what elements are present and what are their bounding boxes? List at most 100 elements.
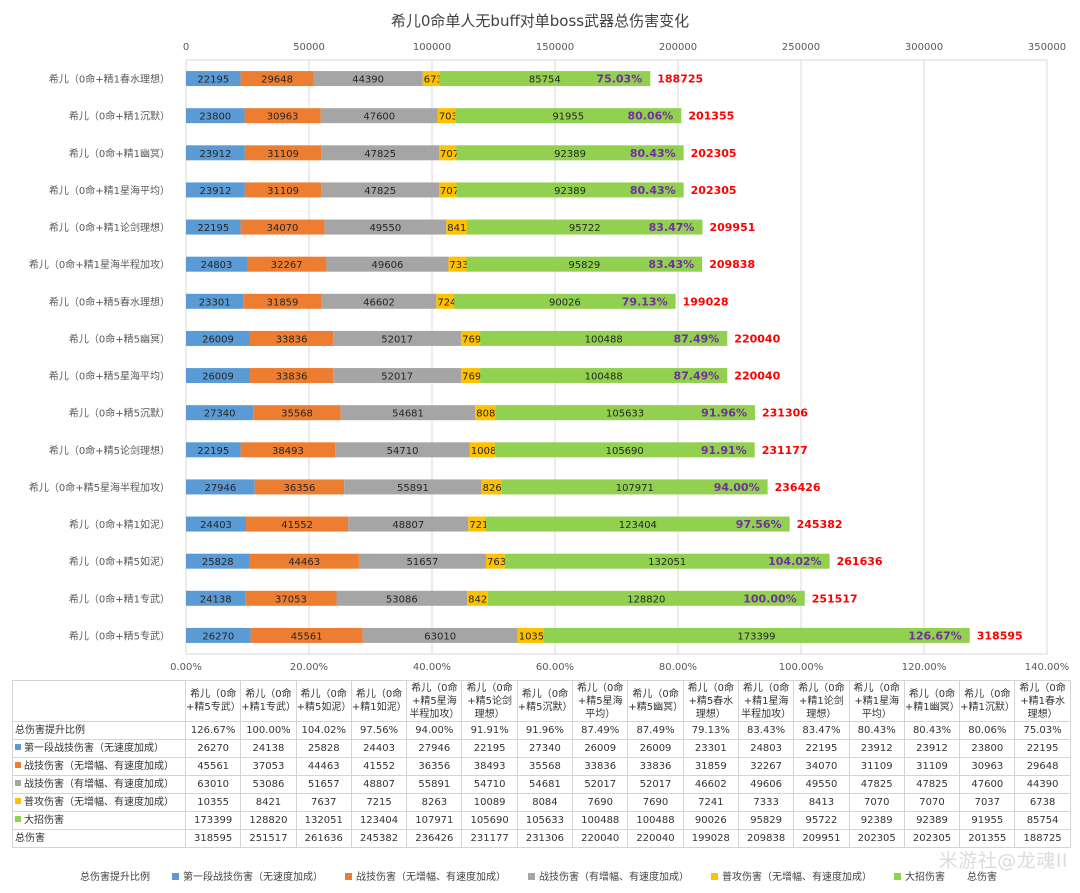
watermark: 米游社@龙魂II: [938, 850, 1068, 872]
category-label: 希儿（0命+精5专武）: [69, 629, 170, 642]
table-cell: 85754: [1014, 811, 1071, 830]
table-cell: 100.00%: [240, 721, 297, 740]
bar-segment: [480, 330, 728, 346]
total-label: 261636: [837, 555, 883, 568]
table-row-label-text: 总伤害: [15, 833, 45, 844]
table-cell: 30963: [959, 757, 1016, 776]
ratio-label: 83.47%: [649, 221, 695, 234]
category-label: 希儿（0命+精5春水理想）: [49, 295, 170, 308]
bar-value-label: 31109: [267, 149, 299, 160]
table-row-label: 普攻伤害（无增幅、有速度加成）: [12, 793, 186, 812]
legend-label: 普攻伤害（无增幅、有速度加成）: [722, 872, 872, 883]
table-cell: 22195: [793, 739, 850, 758]
table-column-header: 希儿（0命+精1沉默）: [959, 680, 1016, 722]
top-axis-tick-label: 100000: [413, 42, 451, 53]
bar-segment: [468, 516, 487, 532]
table-row: 总伤害 318595 251517 261636 245382 236426 231177 2…: [12, 829, 1071, 848]
bar-segment: [502, 479, 768, 495]
table-cell: 52017: [627, 775, 684, 794]
table-cell: 22195: [461, 739, 518, 758]
bar-value-label: 7241: [437, 297, 462, 308]
bar-segment: [244, 145, 322, 161]
bar-value-label: 105633: [606, 409, 644, 420]
table-cell: 126.67%: [184, 721, 242, 740]
table-cell: 123404: [350, 811, 408, 830]
table-cell: 79.13%: [682, 721, 739, 740]
bar-value-label: 7215: [469, 520, 494, 531]
bar-segment: [321, 182, 440, 198]
table-cell: 75.03%: [1014, 721, 1071, 740]
bar-segment: [486, 516, 790, 532]
bar-value-label: 29648: [261, 75, 293, 86]
bar-value-label: 23800: [199, 112, 231, 123]
legend-item: 普攻伤害（无增幅、有速度加成）: [711, 872, 872, 883]
legend-item: 总伤害: [967, 872, 997, 883]
table-cell: 173399: [184, 811, 242, 830]
bar-segment: [348, 516, 469, 532]
table-row: 战技伤害（无增幅、有速度加成） 45561 37053 44463 41552 36356…: [12, 757, 1071, 776]
table-cell: 128820: [240, 811, 297, 830]
table-cell: 92389: [848, 811, 905, 830]
table-row-label: 战技伤害（无增幅、有速度加成）: [12, 757, 186, 776]
table-row-label-text: 战技伤害（无增幅、有速度加成）: [24, 761, 174, 772]
table-cell: 10355: [184, 793, 242, 812]
bar-value-label: 8263: [483, 483, 508, 494]
bar-value-label: 22195: [197, 75, 229, 86]
table-row-label: 总伤害: [12, 829, 186, 848]
bar-value-label: 10089: [471, 446, 503, 457]
table-cell: 7690: [572, 793, 629, 812]
category-label: 希儿（0命+精5星海平均）: [49, 370, 170, 383]
bar-value-label: 48807: [392, 520, 424, 531]
table-column-header: 希儿（0命+精1星海半程加攻）: [737, 680, 795, 722]
top-axis-tick-label: 300000: [905, 42, 943, 53]
bar-value-label: 90026: [549, 297, 581, 308]
table-cell: 91.96%: [516, 721, 574, 740]
table-cell: 24803: [737, 739, 795, 758]
ratio-label: 91.96%: [701, 407, 747, 420]
top-axis-tick-label: 250000: [782, 42, 820, 53]
table-cell: 220040: [627, 829, 684, 848]
legend-marker: [894, 873, 901, 880]
table-cell: 7070: [903, 793, 961, 812]
table-cell: 80.43%: [903, 721, 961, 740]
legend-label: 战技伤害（无增幅、有速度加成）: [356, 872, 506, 883]
table-row: 第一段战技伤害（无速度加成） 26270 24138 25828 24403 27946 2…: [12, 739, 1071, 758]
bar-segment: [313, 71, 423, 87]
table-cell: 24403: [350, 739, 408, 758]
category-label: 希儿（0命+精5星海半程加攻）: [29, 481, 170, 494]
bar-value-label: 23912: [200, 149, 232, 160]
legend-label: 战技伤害（有增幅、有速度加成）: [539, 872, 689, 883]
bar-segment: [240, 219, 325, 235]
ratio-label: 94.00%: [714, 481, 760, 494]
series-marker: [15, 816, 21, 822]
bar-value-label: 107971: [616, 483, 654, 494]
table-cell: 104.02%: [295, 721, 352, 740]
legend-label: 总伤害: [967, 872, 997, 883]
bar-segment: [495, 405, 756, 421]
table-column-header: 希儿（0命+精5星海平均）: [572, 680, 629, 722]
bar-segment: [186, 293, 244, 309]
bar-value-label: 23912: [200, 186, 232, 197]
bar-segment: [254, 479, 345, 495]
bar-segment: [186, 442, 241, 458]
ratio-label: 91.91%: [701, 444, 747, 457]
bar-value-label: 41552: [281, 520, 313, 531]
table-cell: 132051: [295, 811, 352, 830]
ratio-label: 126.67%: [908, 629, 961, 642]
top-axis-tick-label: 150000: [536, 42, 574, 53]
table-row-label: 大招伤害: [12, 811, 186, 830]
bar-segment: [320, 108, 438, 124]
ratio-label: 79.13%: [622, 295, 668, 308]
stacked-bar-chart: 希儿0命单人无buff对单boss武器总伤害变化 0 50000 100000 1500…: [29, 12, 1069, 673]
bar-segment: [439, 145, 457, 161]
bar-segment: [340, 405, 476, 421]
table-cell: 8413: [793, 793, 850, 812]
bar-segment: [240, 442, 336, 458]
category-label: 希儿（0命+精1论剑理想）: [49, 221, 170, 234]
table-cell: 55891: [406, 775, 463, 794]
ratio-label: 83.43%: [648, 258, 694, 271]
table-column-header: 希儿（0命+精5春水理想）: [682, 680, 739, 722]
total-label: 231177: [762, 444, 808, 457]
bar-segment: [455, 108, 682, 124]
total-label: 220040: [734, 370, 780, 383]
